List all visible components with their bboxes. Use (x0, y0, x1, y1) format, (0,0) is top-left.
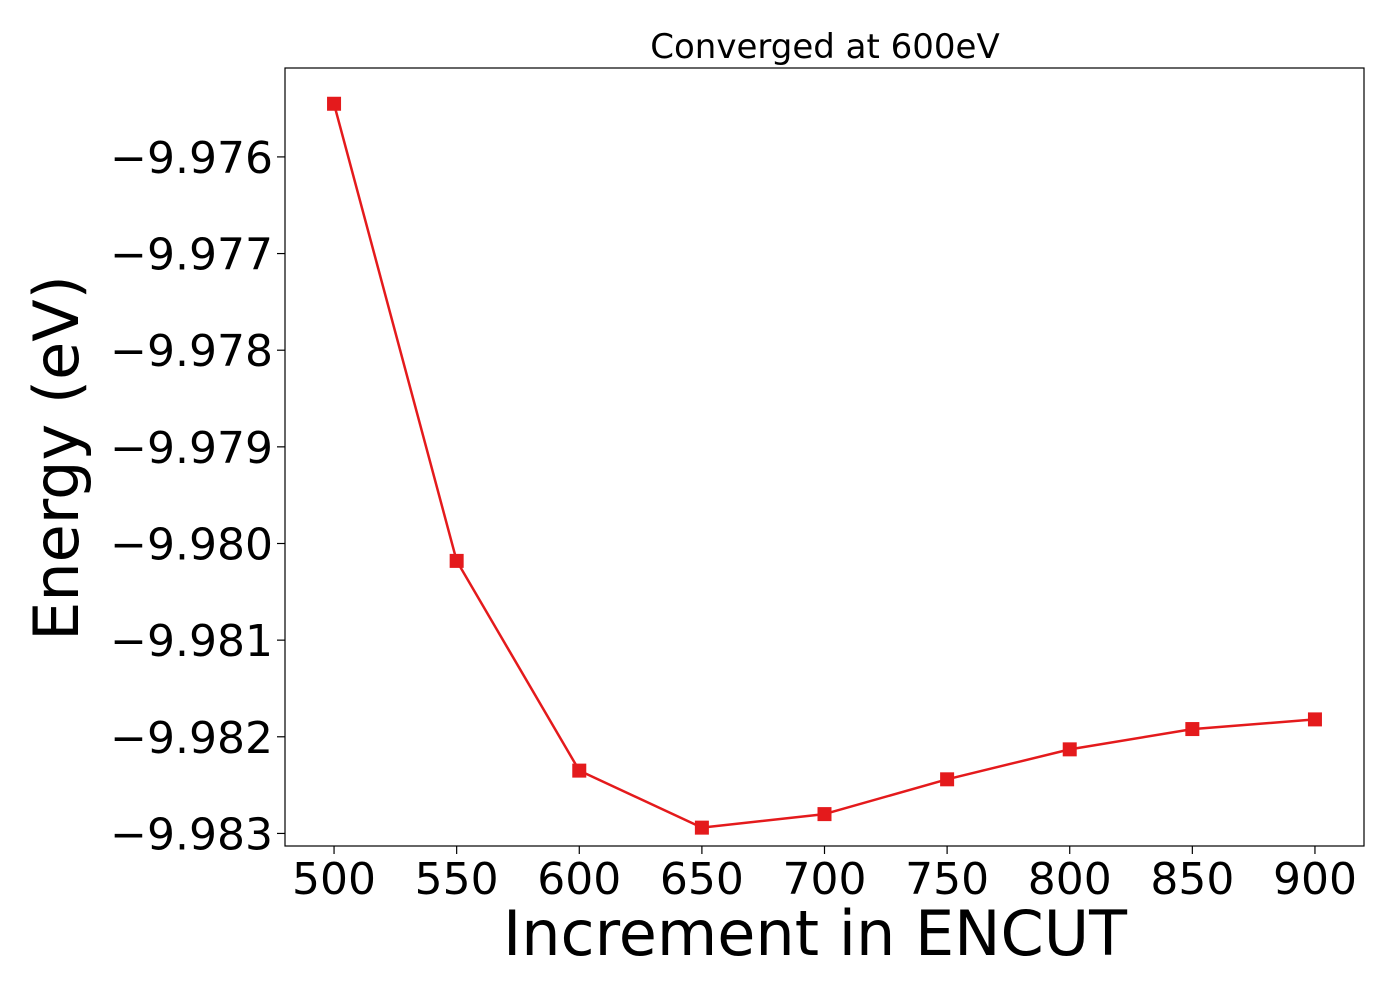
data-point-marker (449, 553, 464, 568)
x-axis-label: Increment in ENCUT (503, 897, 1128, 970)
y-tick-label: −9.981 (110, 616, 273, 667)
y-tick-label: −9.982 (110, 713, 273, 764)
y-tick-label: −9.983 (110, 809, 273, 860)
x-tick-label: 550 (415, 854, 499, 905)
x-tick-label: 800 (1028, 854, 1112, 905)
plot-area (327, 96, 1322, 835)
data-point-marker (1062, 742, 1077, 757)
y-tick-label: −9.977 (110, 230, 273, 281)
x-tick-label: 500 (292, 854, 376, 905)
data-point-marker (327, 96, 342, 111)
x-tick-label: 850 (1150, 854, 1234, 905)
chart-title: Converged at 600eV (650, 27, 999, 67)
x-tick-label: 650 (660, 854, 744, 905)
data-point-marker (817, 807, 832, 822)
data-point-marker (940, 772, 955, 787)
y-axis: −9.976 −9.977 −9.978 −9.979 −9.980 −9.981 −9.9… (110, 133, 285, 860)
x-tick-label: 750 (905, 854, 989, 905)
y-tick-label: −9.976 (110, 133, 273, 184)
x-tick-label: 900 (1273, 854, 1357, 905)
y-tick-label: −9.979 (110, 423, 273, 474)
y-tick-label: −9.980 (110, 519, 273, 570)
y-tick-label: −9.978 (110, 326, 273, 377)
data-point-marker (572, 763, 587, 778)
x-axis: 500 550 600 650 700 750 800 850 900 (292, 846, 1357, 905)
x-tick-label: 600 (537, 854, 621, 905)
data-point-marker (1185, 722, 1200, 737)
x-tick-label: 700 (783, 854, 867, 905)
data-point-marker (694, 820, 709, 835)
y-axis-label: Energy (eV) (20, 275, 93, 641)
data-point-marker (1307, 712, 1322, 727)
